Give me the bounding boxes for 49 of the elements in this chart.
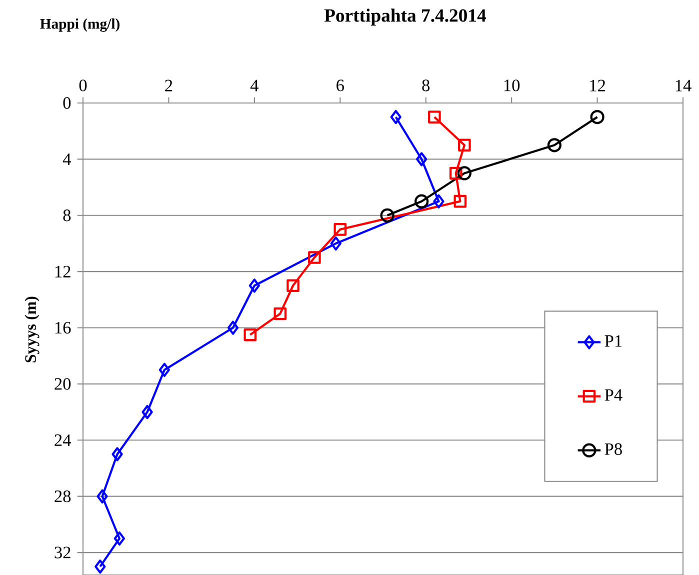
x-tick-label: 0 [79, 80, 87, 92]
point [112, 447, 123, 462]
point [380, 208, 394, 222]
point [454, 194, 467, 208]
x-tick-label: 4 [250, 80, 259, 92]
point [590, 110, 604, 124]
y-tick-label: 4 [62, 153, 72, 165]
x-tick-label: 2 [165, 80, 172, 92]
chart-title: Porttipahta 7.4.2014 [324, 8, 486, 26]
point [244, 328, 257, 342]
legend-label: P8 [604, 443, 622, 455]
point [458, 138, 471, 152]
point [286, 279, 300, 292]
point [330, 236, 342, 251]
point [457, 166, 472, 180]
y-tick-label: 16 [55, 322, 71, 334]
y-tick-label: 20 [54, 378, 71, 390]
y-tick-label: 32 [54, 546, 70, 558]
y-axis-title: Syyys (m) [24, 296, 40, 362]
point [96, 489, 108, 504]
point [274, 307, 287, 320]
point [114, 531, 125, 546]
point [414, 194, 429, 208]
y-tick-label: 24 [54, 434, 72, 446]
point [308, 251, 321, 264]
x-tick-label: 8 [422, 80, 430, 92]
point [158, 362, 170, 377]
x-tick-label: 12 [590, 80, 606, 92]
point [227, 320, 239, 335]
point [334, 223, 347, 236]
point [547, 138, 562, 152]
x-axis-title: Happi (mg/l) [40, 18, 120, 32]
x-tick-label: 6 [336, 80, 344, 92]
legend-label: P4 [604, 389, 622, 401]
y-tick-label: 0 [63, 97, 71, 109]
point [416, 152, 428, 166]
y-tick-label: 28 [54, 490, 71, 502]
y-tick-label: 8 [63, 210, 71, 222]
legend-label: P1 [604, 335, 622, 347]
y-tick-label: 12 [55, 266, 70, 278]
point [248, 278, 260, 293]
x-tick-label: 10 [504, 80, 520, 92]
x-tick-label: 14 [676, 80, 692, 92]
point [142, 404, 153, 420]
point [94, 560, 106, 574]
point [428, 110, 441, 124]
point [449, 166, 462, 180]
point [390, 110, 402, 124]
point [433, 194, 444, 208]
